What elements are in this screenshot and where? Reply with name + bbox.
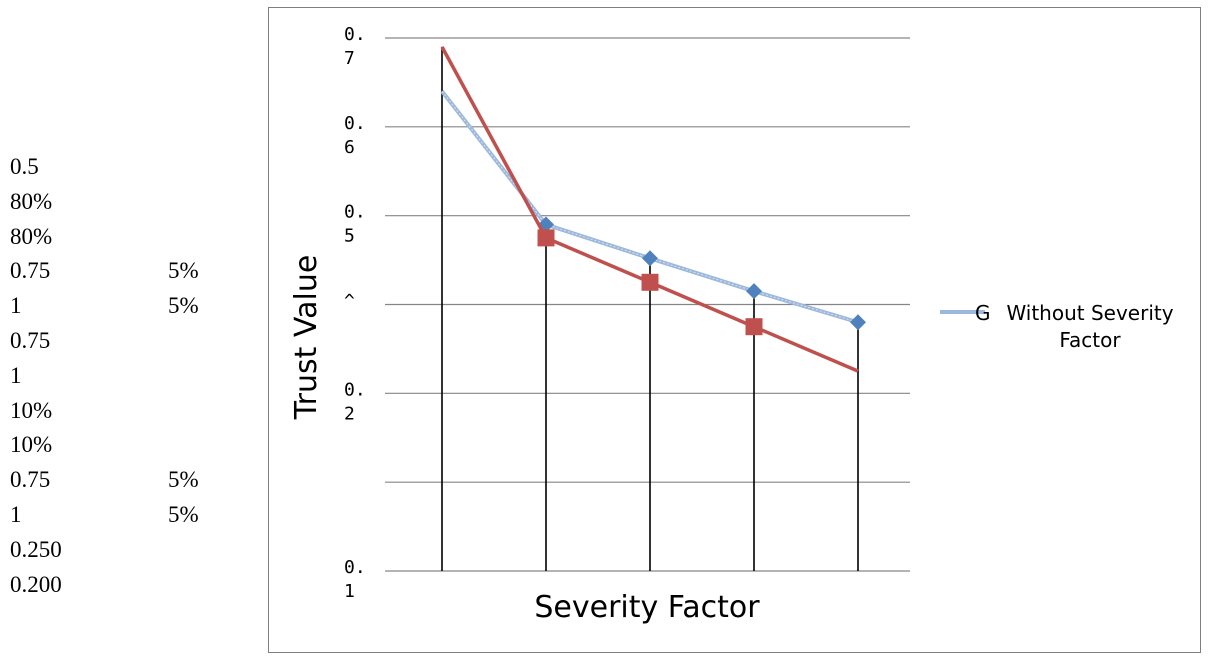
side-text-row: 80% [10,220,62,255]
side-text-value: 0.75 [10,467,51,493]
drop-lines [441,46,859,571]
side-text-value: 80% [10,223,53,249]
side-text-value: 0.5 [10,154,39,179]
legend: G Without Severity Factor [940,301,1174,352]
y-tick-label: 0. 7 [344,24,366,69]
side-text-percent: 5% [168,258,199,284]
legend-label-line2: Factor [1059,328,1121,352]
y-tick-label: 0. 2 [344,379,366,424]
side-text-row: 0.75 5% [10,254,199,289]
y-axis-title: Trust Value [289,255,324,421]
side-text-row: 1 5% [10,498,199,533]
side-text-value: 0.75 [10,327,51,353]
side-text-value: 1 [10,362,22,388]
diamond-marker [642,250,658,267]
side-text-value: 1 [10,293,22,319]
side-text-row: 0.75 5% [10,463,199,498]
side-text-value: 0.75 [10,258,51,284]
y-tick-label: 0. 1 [344,557,366,602]
diamond-marker [746,283,762,300]
side-text-value: 80% [10,188,53,214]
square-marker [641,273,659,291]
square-marker [745,318,763,336]
side-text-value: 10% [10,397,53,423]
side-text-value: 0.250 [10,536,62,562]
side-text-value: 1 [10,501,22,527]
y-tick-label: 0. 6 [344,113,366,158]
gridlines [385,37,910,572]
side-text-row: 0.5 [10,150,62,185]
y-tick-label: 0. 5 [344,202,366,247]
side-text-value: 0.200 [10,571,62,597]
side-text-row: 80% [10,185,62,220]
side-text-percent: 5% [168,467,199,493]
legend-marker-letter: G [975,301,991,325]
side-text-value: 10% [10,432,53,458]
side-text-row: 0.200 [10,568,62,603]
side-text-row: 0.75 [10,324,62,359]
y-tick-labels: 0. 7 0. 6 0. 5 ^ 0. 2 0. 1 [344,24,366,602]
side-text-column: 0.5 80% 80% 0.75 5% 1 5% 0.75 1 10% 10% 0.75 5% 1 5% 0.… [10,150,199,603]
diamond-marker [850,314,866,331]
series-line-texture [441,90,859,323]
square-marker [537,229,555,247]
legend-label-line1: Without Severity [1006,301,1173,325]
side-text-row: 1 5% [10,289,199,324]
side-text-row: 10% [10,394,62,429]
chart-frame [268,7,1201,653]
series-group [440,46,866,373]
side-text-percent: 5% [168,293,199,319]
side-text-percent: 5% [168,501,199,527]
y-tick-label: ^ [344,291,355,312]
side-text-row: 1 [10,359,62,394]
x-axis-title: Severity Factor [534,590,760,625]
side-text-row: 10% [10,428,62,463]
side-text-row: 0.250 [10,533,62,568]
